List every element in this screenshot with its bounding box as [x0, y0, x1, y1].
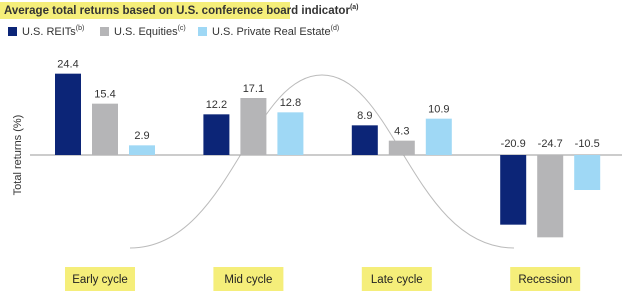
value-label: 15.4 [94, 89, 115, 101]
legend-name: U.S. Private Real Estate [212, 26, 331, 38]
bar [55, 73, 81, 155]
legend-name: U.S. REITs [22, 26, 76, 38]
x-tick-label: Late cycle [371, 274, 423, 286]
title-text: Average total returns based on U.S. conf… [4, 5, 350, 17]
legend-name: U.S. Equities [114, 26, 178, 38]
value-label: 12.8 [280, 97, 301, 109]
bar [277, 112, 304, 155]
bar [240, 98, 267, 155]
value-label: 24.4 [57, 59, 78, 71]
x-tick-label: Early cycle [72, 274, 128, 286]
legend-swatch [8, 27, 17, 36]
legend: U.S. REITs(b) U.S. Equities(c) U.S. Privat… [8, 25, 339, 38]
value-label: 8.9 [357, 110, 372, 122]
bar [129, 145, 155, 155]
bar [574, 155, 601, 190]
title-highlight [0, 2, 290, 19]
value-label: -10.5 [575, 138, 600, 150]
legend-swatch [100, 27, 109, 36]
value-label: -24.7 [538, 138, 563, 150]
value-label: -20.9 [501, 138, 526, 150]
x-tick-label: Recession [518, 274, 572, 286]
value-label: 2.9 [134, 130, 149, 142]
cycle-curve [129, 74, 515, 249]
bar [203, 114, 230, 155]
legend-label: U.S. Equities(c) [114, 25, 186, 38]
bar [537, 155, 564, 238]
value-label: 17.1 [243, 83, 264, 95]
value-label: 12.2 [206, 99, 227, 111]
bar [351, 125, 378, 155]
bar [425, 118, 452, 155]
chart-title: Average total returns based on U.S. conf… [4, 4, 359, 17]
bar [500, 155, 527, 225]
value-label: 10.9 [428, 104, 449, 116]
category-highlight [213, 267, 284, 291]
category-highlight [65, 267, 135, 291]
legend-label: U.S. Private Real Estate(d) [212, 25, 339, 38]
title-note: (a) [350, 4, 359, 11]
legend-note: (d) [331, 25, 340, 32]
y-axis-label: Total returns (%) [12, 115, 24, 196]
bar [388, 140, 415, 155]
category-highlight [361, 267, 432, 291]
plot: Early cycle 24.4 15.4 2.9 Mid cycle 12.2 17.1 1… [30, 59, 622, 291]
value-label: 4.3 [394, 126, 409, 138]
bar [92, 103, 118, 155]
legend-swatch [198, 27, 207, 36]
legend-note: (b) [76, 25, 85, 32]
legend-label: U.S. REITs(b) [22, 25, 84, 38]
x-tick-label: Mid cycle [224, 274, 272, 286]
legend-note: (c) [178, 25, 186, 32]
category-highlight [510, 267, 581, 291]
